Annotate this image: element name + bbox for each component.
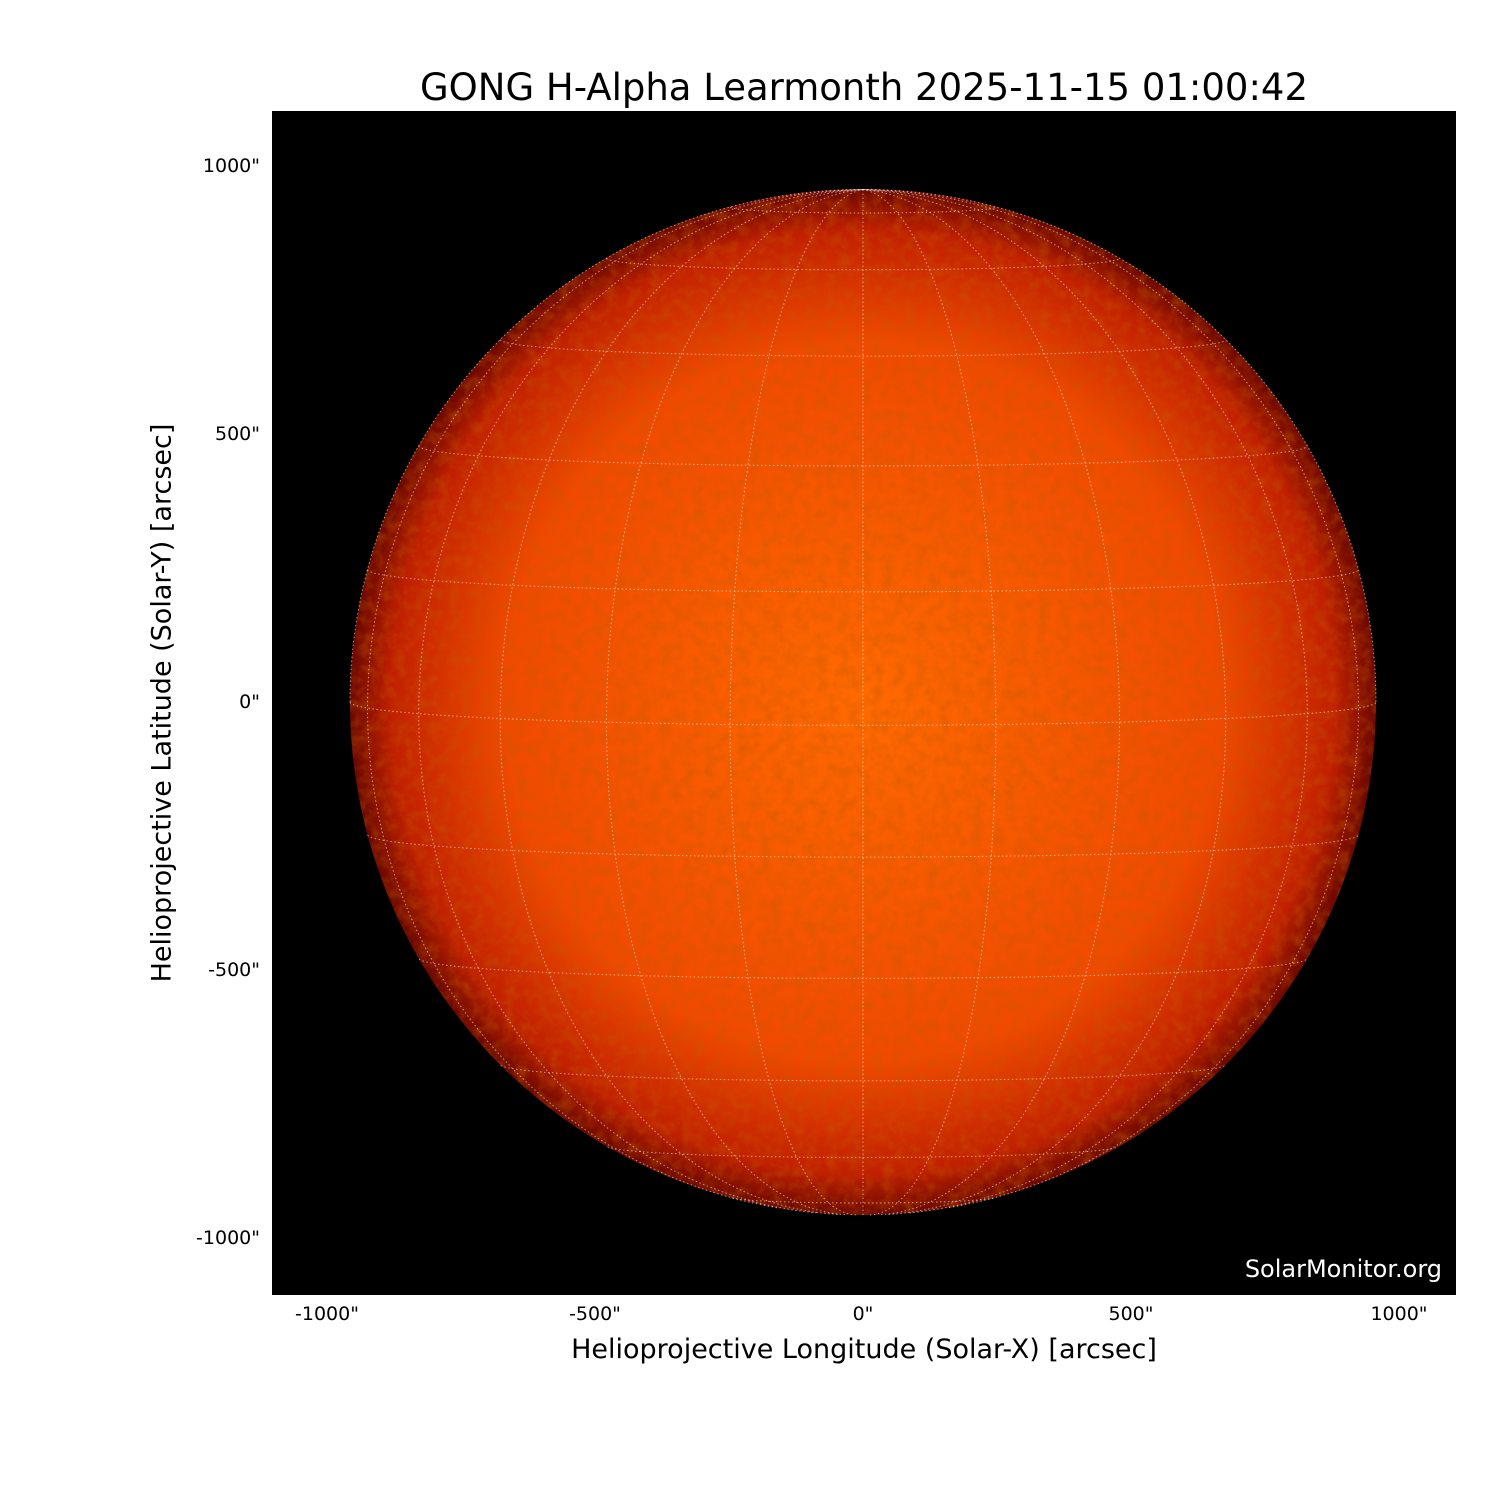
heliographic-grid (349, 189, 1377, 1216)
latitude-line (418, 445, 1308, 467)
y-tick-label: 0" (239, 691, 260, 713)
longitude-line (499, 189, 864, 1215)
solar-image-axes: SolarMonitor.org (272, 111, 1456, 1295)
longitude-line (862, 189, 1308, 1214)
longitude-line (862, 189, 997, 1216)
y-tick-label: -1000" (196, 1227, 260, 1249)
x-tick-label: 1000" (1370, 1303, 1428, 1325)
latitude-line (499, 339, 1227, 357)
latitude-line (732, 1197, 994, 1204)
longitude-line (418, 189, 864, 1214)
plot-title: GONG H-Alpha Learmonth 2025-11-15 01:00:… (420, 66, 1308, 109)
x-tick-label: 0" (852, 1303, 874, 1325)
latitude-line (367, 834, 1359, 858)
solar-disk-image (349, 189, 1377, 1216)
x-axis-label: Helioprojective Longitude (Solar-X) [arc… (571, 1334, 1157, 1365)
x-tick-label: -1000" (295, 1303, 359, 1325)
longitude-line (862, 189, 1227, 1215)
watermark: SolarMonitor.org (1244, 1255, 1442, 1283)
y-tick-label: 500" (214, 423, 260, 445)
y-tick-label: 1000" (202, 155, 260, 177)
latitude-line (607, 1146, 1119, 1158)
x-tick-label: 500" (1108, 1303, 1154, 1325)
longitude-line (729, 189, 864, 1216)
y-tick-label: -500" (208, 959, 260, 981)
latitude-line (367, 569, 1359, 593)
x-tick-label: -500" (569, 1303, 621, 1325)
y-axis-label: Helioprojective Latitude (Solar-Y) [arcs… (146, 423, 178, 983)
